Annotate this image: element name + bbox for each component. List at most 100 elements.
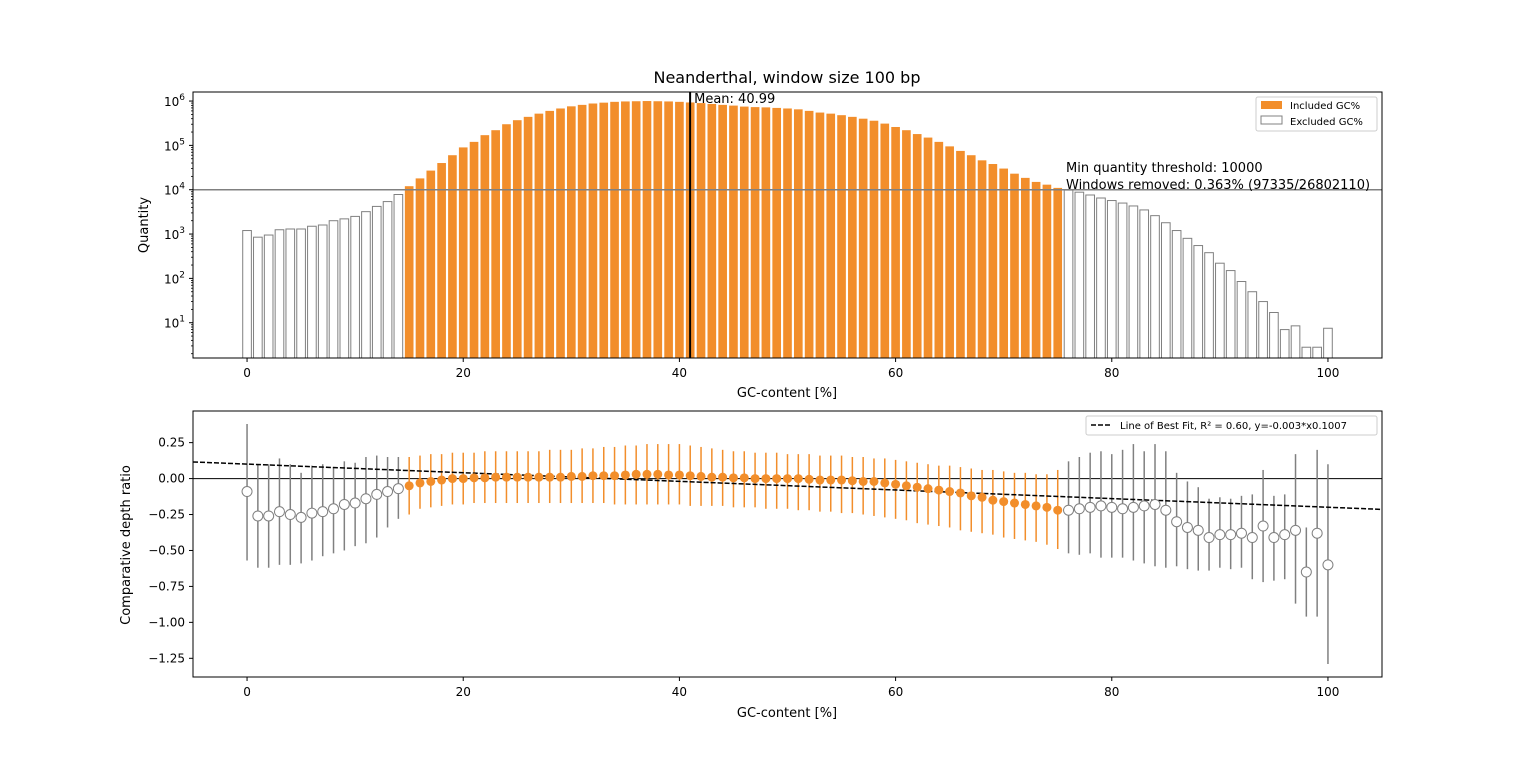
bar-included	[934, 141, 944, 358]
point-included	[901, 481, 911, 491]
point-included	[718, 472, 728, 482]
bar-included	[718, 104, 727, 358]
point-included	[545, 472, 555, 482]
y-tick-label: −1.00	[148, 615, 185, 629]
y-tick-label: 103	[164, 226, 185, 242]
point-included	[491, 472, 501, 482]
depth-ratio-plot-area	[192, 423, 1383, 665]
bar-included	[458, 147, 468, 358]
bar-included	[556, 108, 565, 358]
point-included	[739, 473, 749, 483]
depth-ratio-panel: 0 20 40 60 80 100 0.25 0.00 −0.25 −0.50 −0.75 −1.0…	[119, 410, 1383, 721]
bar-included	[729, 105, 738, 358]
histogram-x-ticks: 0 20 40 60 80 100	[243, 358, 1339, 380]
point-excluded	[349, 497, 361, 509]
point-excluded	[1214, 529, 1226, 541]
point-included	[826, 475, 836, 485]
bar-included	[415, 178, 425, 358]
point-included	[891, 479, 901, 489]
point-excluded	[1095, 500, 1107, 512]
y-tick-label: 0.00	[158, 472, 185, 486]
point-excluded	[273, 506, 285, 518]
point-excluded	[317, 506, 329, 518]
bar-included	[783, 108, 792, 358]
bar-included	[523, 116, 533, 358]
bar-included	[869, 120, 879, 358]
bar-included	[804, 110, 814, 358]
bar-included	[491, 130, 500, 358]
point-excluded	[1192, 524, 1204, 536]
bar-included	[534, 113, 544, 359]
point-excluded	[1127, 501, 1139, 513]
point-excluded	[1225, 529, 1237, 541]
bar-excluded	[328, 220, 339, 359]
bar-included	[923, 137, 933, 358]
bar-excluded	[1139, 209, 1150, 359]
histogram-x-axis-label: GC-content [%]	[737, 386, 837, 401]
bar-included	[891, 126, 900, 358]
bar-excluded	[393, 193, 404, 359]
x-tick-label: 40	[672, 685, 687, 699]
point-included	[1020, 499, 1030, 509]
point-excluded	[306, 507, 318, 519]
bar-included	[848, 116, 857, 358]
bar-included	[664, 101, 673, 358]
histogram-legend-box	[1255, 96, 1378, 132]
bar-included	[707, 103, 717, 359]
bar-excluded	[274, 229, 285, 359]
bar-included	[1053, 187, 1063, 358]
bar-excluded	[253, 236, 263, 359]
bar-excluded	[1247, 291, 1258, 359]
point-included	[512, 472, 522, 482]
depth-ratio-legend-box	[1085, 415, 1378, 436]
bar-included	[956, 150, 965, 358]
bar-excluded	[1236, 281, 1247, 359]
y-tick-label: 106	[164, 93, 185, 109]
bar-excluded	[371, 205, 382, 359]
bar-excluded	[1279, 329, 1290, 359]
x-tick-label: 80	[1104, 685, 1119, 699]
y-tick-label: 102	[164, 270, 185, 286]
bar-excluded	[382, 201, 393, 359]
point-included	[415, 478, 425, 488]
bar-included	[469, 141, 479, 358]
point-excluded	[1160, 504, 1172, 516]
bar-excluded	[296, 228, 306, 359]
point-included	[631, 469, 641, 479]
bar-included	[631, 101, 641, 358]
point-included	[869, 476, 879, 486]
x-tick-label: 60	[888, 366, 903, 380]
point-included	[750, 474, 760, 484]
bar-included	[999, 168, 1009, 358]
point-excluded	[1322, 559, 1334, 571]
bar-included	[1020, 177, 1030, 358]
bar-included	[1010, 173, 1019, 358]
bar-included	[1042, 184, 1052, 358]
bar-included	[945, 146, 954, 358]
y-tick-label: −1.25	[148, 651, 185, 665]
point-included	[761, 474, 771, 484]
depth-ratio-y-ticks: 0.25 0.00 −0.25 −0.50 −0.75 −1.00 −1.25	[148, 436, 193, 665]
depth-ratio-x-axis-label: GC-content [%]	[737, 706, 837, 721]
point-excluded	[1084, 501, 1096, 513]
bar-excluded	[1106, 200, 1117, 359]
point-included	[977, 492, 987, 502]
point-excluded	[1203, 532, 1215, 544]
legend-swatch-excluded	[1260, 115, 1283, 125]
point-included	[728, 473, 738, 483]
bar-excluded	[317, 224, 328, 359]
point-excluded	[1300, 566, 1312, 578]
point-included	[447, 474, 457, 484]
point-included	[664, 470, 674, 480]
point-included	[912, 482, 922, 492]
legend-label-fit-line: Line of Best Fit, R² = 0.60, y=-0.003*x0…	[1120, 421, 1347, 432]
point-included	[1009, 498, 1019, 508]
y-tick-label: 105	[164, 137, 185, 153]
point-excluded	[252, 510, 264, 522]
bar-excluded	[1258, 301, 1268, 359]
bar-excluded	[1128, 205, 1139, 359]
bar-included	[577, 104, 587, 358]
point-included	[1053, 505, 1063, 515]
point-excluded	[1279, 529, 1291, 541]
